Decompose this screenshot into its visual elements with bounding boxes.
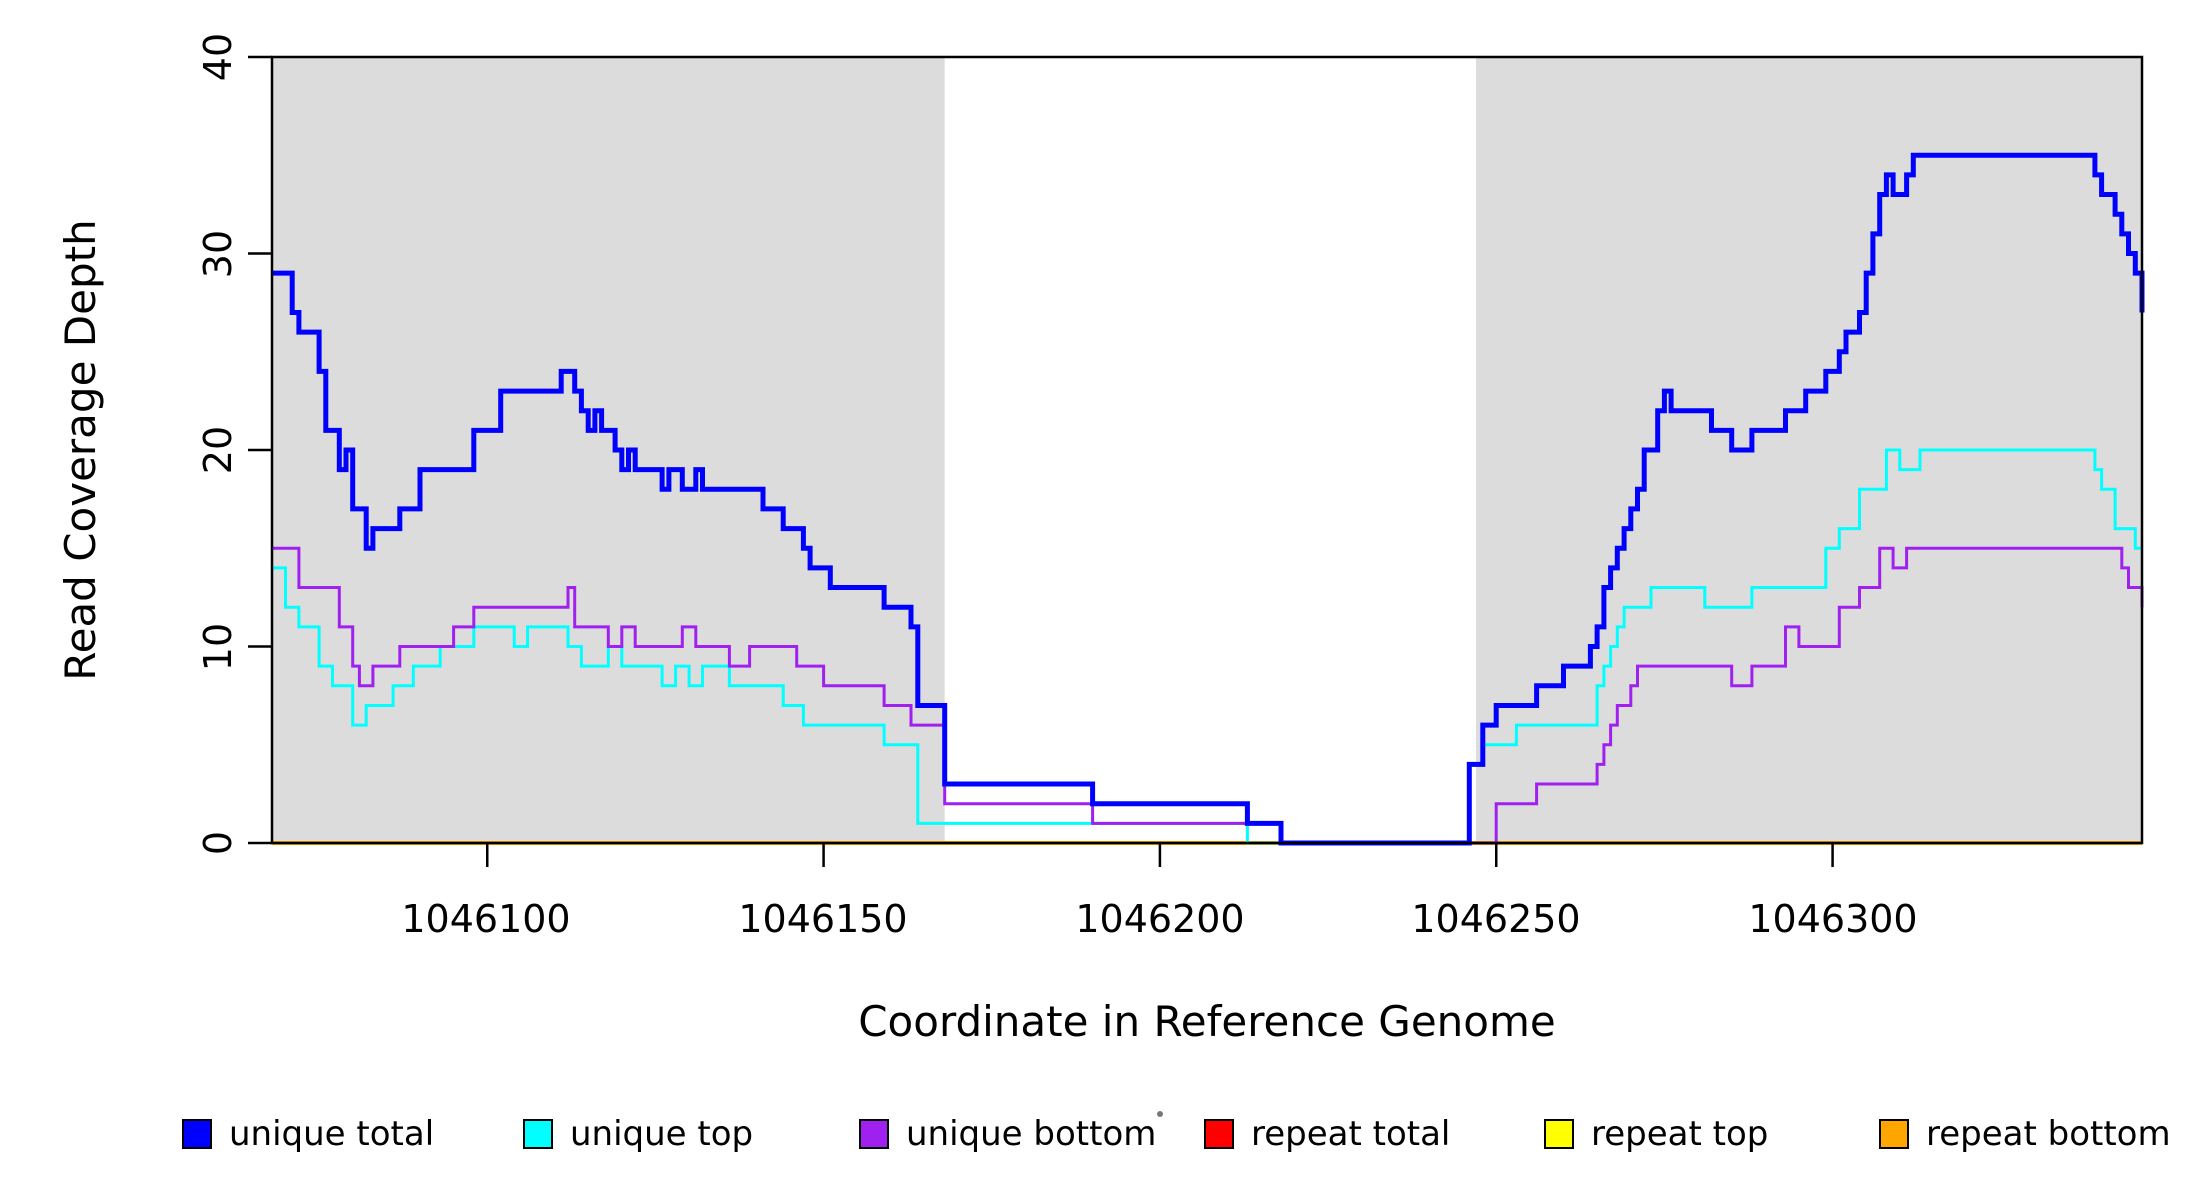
- legend-item-unique-top: unique top: [523, 1114, 753, 1154]
- legend-item-repeat-top: repeat top: [1544, 1114, 1768, 1154]
- legend-swatch-unique-top: [523, 1119, 553, 1149]
- legend-label: unique bottom: [906, 1114, 1156, 1154]
- y-tick-label: 30: [196, 230, 240, 278]
- x-tick-label: 1046200: [1075, 897, 1244, 941]
- y-tick-label: 40: [196, 33, 240, 81]
- legend-label: repeat bottom: [1926, 1114, 2171, 1154]
- y-axis-title: Read Coverage Depth: [56, 219, 105, 680]
- legend-swatch-unique-total: [182, 1119, 212, 1149]
- legend-label: unique total: [229, 1114, 434, 1154]
- legend-swatch-repeat-top: [1544, 1119, 1574, 1149]
- axis-ticks-layer: [248, 55, 1834, 867]
- legend-swatch-repeat-total: [1204, 1119, 1234, 1149]
- x-tick-label: 1046250: [1411, 897, 1580, 941]
- y-tick-label: 20: [196, 426, 240, 474]
- x-axis-title: Coordinate in Reference Genome: [858, 997, 1556, 1046]
- x-tick-label: 1046100: [401, 897, 570, 941]
- stray-mark: [1157, 1111, 1163, 1117]
- x-tick-label: 1046300: [1748, 897, 1917, 941]
- legend-swatch-repeat-bottom: [1879, 1119, 1909, 1149]
- y-tick-label: 0: [196, 831, 240, 855]
- y-tick-labels: 0 10 20 30 40: [196, 33, 240, 855]
- legend-item-repeat-total: repeat total: [1204, 1114, 1450, 1154]
- legend-label: unique top: [570, 1114, 753, 1154]
- y-tick-label: 10: [196, 623, 240, 671]
- shaded-regions-layer: [272, 57, 2142, 843]
- legend-item-repeat-bottom: repeat bottom: [1879, 1114, 2171, 1154]
- series-unique-top-line: [272, 448, 2142, 845]
- shaded-region: [272, 57, 945, 843]
- legend-label: repeat top: [1591, 1114, 1768, 1154]
- legend-label: repeat total: [1251, 1114, 1450, 1154]
- legend-item-unique-total: unique total: [182, 1114, 434, 1154]
- legend-item-unique-bottom: unique bottom: [859, 1114, 1156, 1154]
- legend: unique total unique top unique bottom repea…: [182, 1114, 2171, 1154]
- x-tick-label: 1046150: [738, 897, 907, 941]
- legend-swatch-unique-bottom: [859, 1119, 889, 1149]
- x-tick-labels: 1046100 1046150 1046200 1046250 1046300: [401, 897, 1917, 941]
